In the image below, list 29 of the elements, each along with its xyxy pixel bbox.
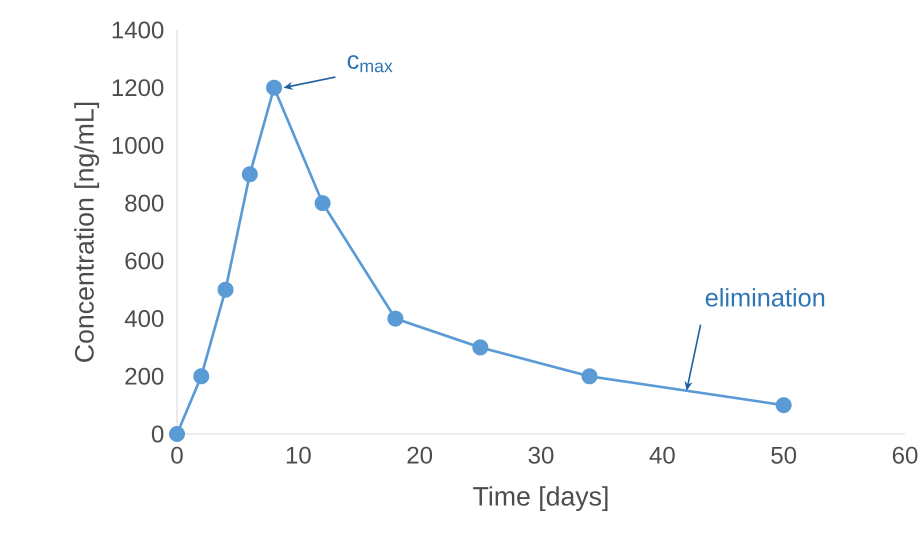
y-tick-label: 200 [125,368,164,385]
y-tick-label: 1400 [112,21,164,38]
annotation: c$_{max}$ [348,55,393,72]
x-tick-label: 10 [286,446,311,464]
point [193,368,210,384]
point [387,310,404,327]
y-tick-label: 1000 [112,136,164,154]
point [314,195,331,212]
point [776,397,792,414]
x-tick-label: 0 [171,446,183,464]
annotation: elimination [706,288,824,307]
point [169,426,186,442]
point [266,80,282,96]
x-tick-label: 30 [528,446,554,464]
point [582,368,598,384]
y-axis-title: Concentration [ng/mL] [74,102,100,362]
x-tick-label: 50 [771,446,796,464]
x-axis-title: Time [days] [473,486,608,512]
point [242,166,258,182]
x-tick-label: 40 [650,446,675,464]
y-tick-label: 800 [125,194,164,212]
x-tick-label: 60 [892,446,918,464]
y-tick-label: 1200 [112,79,164,96]
point [472,339,488,356]
y-tick-label: 400 [124,310,164,328]
y-tick-label: 600 [125,252,164,270]
x-tick-label: 20 [408,446,432,464]
point [218,282,234,298]
y-tick-label: 0 [152,425,164,442]
